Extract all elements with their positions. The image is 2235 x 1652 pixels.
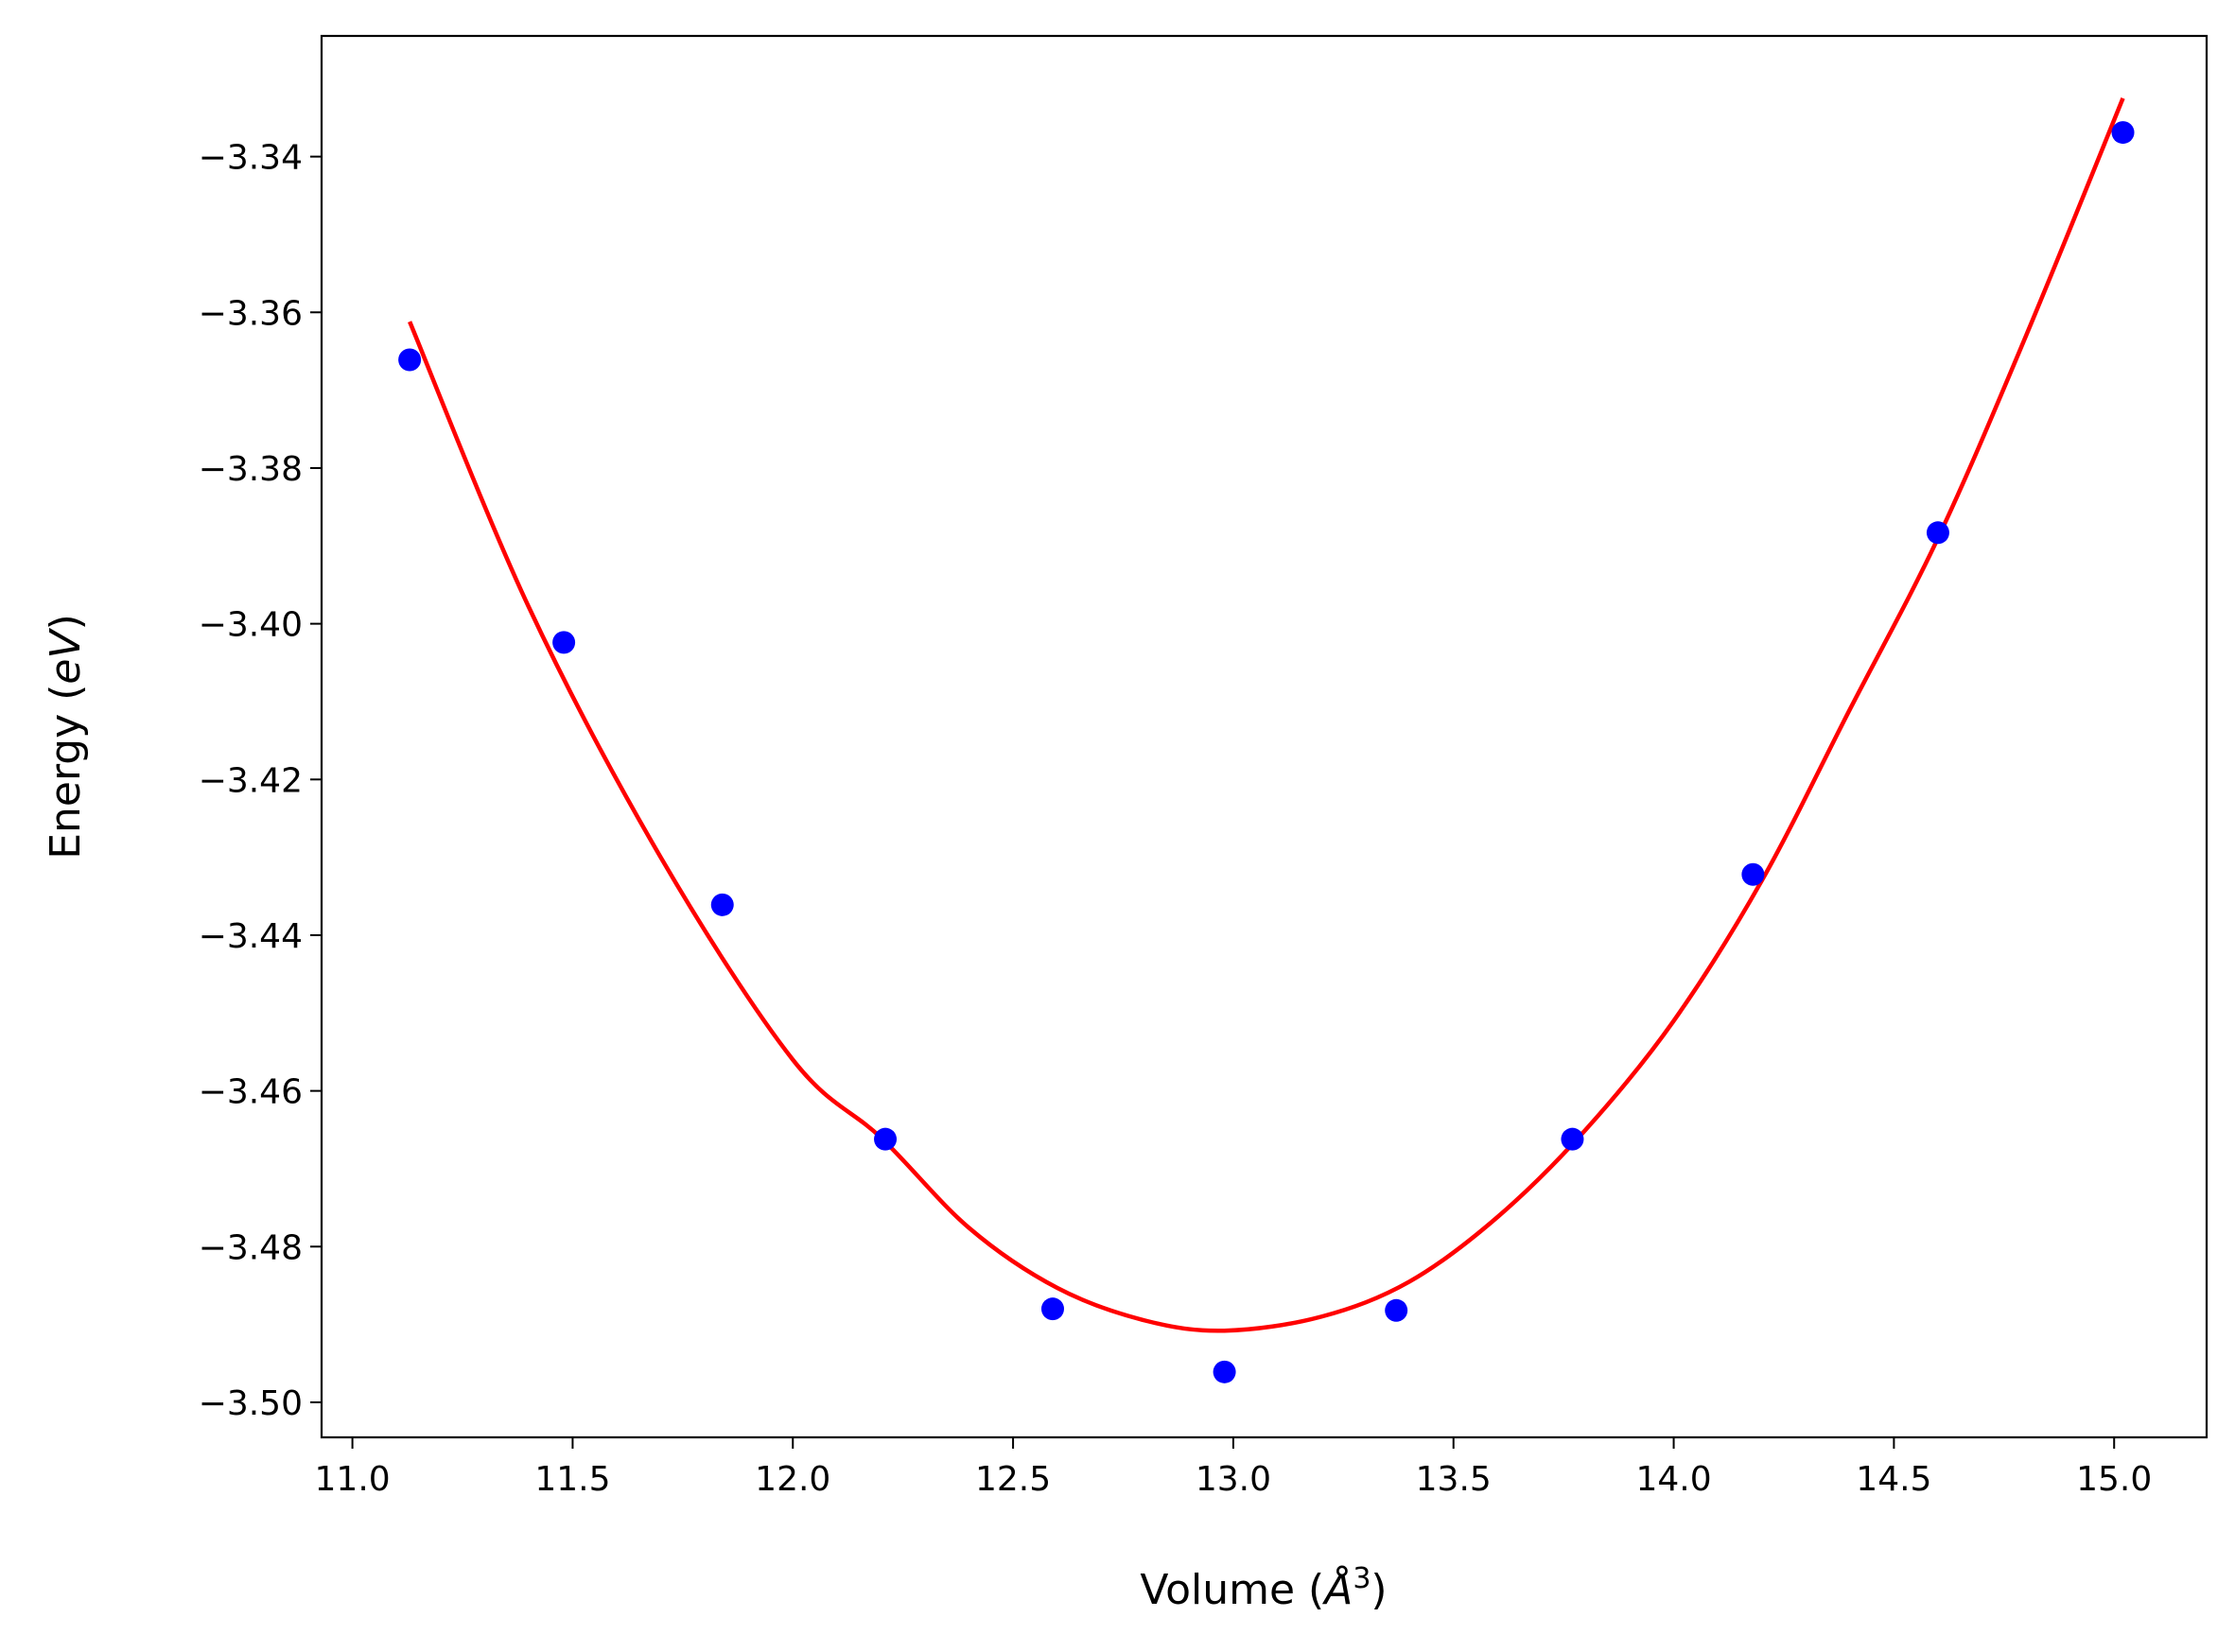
y-tick-label: −3.50 — [199, 1384, 303, 1423]
y-tick-label: −3.46 — [199, 1073, 303, 1112]
data-point — [1926, 521, 1949, 545]
x-axis-label: Volume (Å3) — [1140, 1562, 1387, 1615]
data-point — [1213, 1360, 1236, 1383]
x-tick-label: 15.0 — [2076, 1460, 2152, 1499]
y-tick-label: −3.42 — [199, 761, 303, 800]
y-tick-label: −3.38 — [199, 450, 303, 489]
y-tick-label: −3.44 — [199, 917, 303, 956]
plot-area — [398, 97, 2135, 1383]
x-tick-label: 12.5 — [975, 1460, 1051, 1499]
x-tick-label: 14.5 — [1856, 1460, 1931, 1499]
data-point — [552, 631, 576, 654]
y-axis-ticks: −3.34 −3.36 −3.38 −3.40 −3.42 −3.44 −3.46 −3.48… — [199, 139, 322, 1423]
y-tick-label: −3.34 — [199, 139, 303, 178]
data-point — [1040, 1297, 1064, 1321]
data-point — [1741, 862, 1765, 886]
x-tick-label: 12.0 — [755, 1460, 830, 1499]
y-axis-label: Energy (eV) — [42, 614, 90, 860]
data-point — [2111, 121, 2135, 145]
fit-curve — [408, 97, 2125, 1333]
axes-frame — [320, 34, 2209, 1439]
data-point — [1561, 1127, 1584, 1151]
x-tick-label: 13.5 — [1416, 1460, 1492, 1499]
x-tick-label: 11.5 — [534, 1460, 610, 1499]
y-tick-label: −3.48 — [199, 1228, 303, 1267]
data-point — [398, 348, 422, 372]
y-tick-label: −3.36 — [199, 294, 303, 333]
data-point — [1385, 1298, 1408, 1322]
y-tick-label: −3.40 — [199, 606, 303, 645]
x-tick-label: 13.0 — [1196, 1460, 1271, 1499]
x-tick-label: 14.0 — [1635, 1460, 1711, 1499]
x-axis-ticks: 11.0 11.5 12.0 12.5 13.0 13.5 14.0 14.5 15.0 — [315, 1437, 2152, 1499]
data-point — [710, 893, 734, 916]
data-point — [874, 1127, 898, 1151]
x-tick-label: 11.0 — [315, 1460, 391, 1499]
